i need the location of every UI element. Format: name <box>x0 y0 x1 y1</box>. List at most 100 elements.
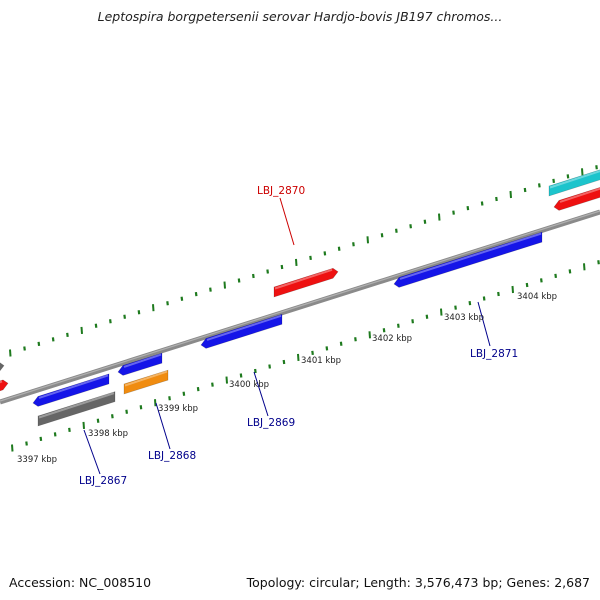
inner-major-tick <box>82 421 85 429</box>
outer-minor-tick <box>66 332 69 338</box>
gene-cyan-right[interactable] <box>548 168 600 197</box>
outer-minor-tick <box>337 246 341 251</box>
leader-lbj-2867 <box>83 429 101 475</box>
inner-minor-tick <box>354 337 357 342</box>
kbp-label-3404: 3404 kbp <box>517 292 557 302</box>
gene-lbj-2871[interactable] <box>393 231 543 288</box>
leader-lbj-2871 <box>477 301 491 347</box>
outer-minor-tick <box>409 224 412 229</box>
inner-minor-tick <box>182 391 186 396</box>
outer-minor-tick <box>194 291 198 297</box>
gene-red-left[interactable] <box>0 379 9 394</box>
inner-tick-track <box>11 260 600 452</box>
kbp-label-3399: 3399 kbp <box>158 404 198 414</box>
leader-lbj-2870 <box>279 197 295 246</box>
outer-tick-track <box>9 165 598 357</box>
outer-minor-tick <box>552 178 555 184</box>
gene-lbj-2870[interactable] <box>273 267 339 298</box>
outer-minor-tick <box>595 165 598 170</box>
inner-minor-tick <box>96 418 100 423</box>
outer-minor-tick <box>51 337 55 342</box>
inner-minor-tick <box>325 346 329 351</box>
kbp-label-3401: 3401 kbp <box>301 356 341 366</box>
leader-lbj-2869 <box>253 371 269 417</box>
inner-minor-tick <box>339 341 343 346</box>
outer-major-tick <box>509 190 512 199</box>
inner-minor-tick <box>468 300 472 306</box>
inner-minor-tick <box>411 319 414 324</box>
inner-minor-tick <box>196 386 200 392</box>
outer-minor-tick <box>123 314 126 319</box>
gene-red-right[interactable] <box>553 186 600 211</box>
gene-labels: LBJ_2867 LBJ_2868 LBJ_2869 LBJ_2870 LBJ_… <box>79 185 518 487</box>
inner-minor-tick <box>382 328 386 333</box>
outer-minor-tick <box>566 174 570 179</box>
outer-minor-tick <box>23 346 26 351</box>
inner-minor-tick <box>68 427 71 433</box>
inner-minor-tick <box>454 305 457 310</box>
outer-minor-tick <box>466 205 470 211</box>
inner-minor-tick <box>482 296 486 301</box>
inner-minor-tick <box>311 350 314 356</box>
inner-minor-tick <box>139 405 143 410</box>
gene-blue-3400[interactable] <box>200 313 283 349</box>
inner-minor-tick <box>211 382 214 387</box>
inner-minor-tick <box>497 291 500 297</box>
inner-major-tick <box>511 285 514 294</box>
outer-minor-tick <box>480 201 484 206</box>
outer-minor-tick <box>380 233 384 238</box>
gene-blue-3399[interactable] <box>117 352 163 376</box>
outer-minor-tick <box>237 278 241 283</box>
inner-minor-tick <box>282 359 286 365</box>
outer-minor-tick <box>266 269 269 274</box>
outer-major-tick <box>581 168 584 176</box>
inner-major-tick <box>583 263 586 271</box>
outer-minor-tick <box>94 323 98 328</box>
gene-lbj-2868[interactable] <box>123 369 169 395</box>
inner-minor-tick <box>25 441 28 446</box>
inner-minor-tick <box>597 260 600 265</box>
gene-label-lbj-2870: LBJ_2870 <box>257 185 305 197</box>
kbp-label-3398: 3398 kbp <box>88 429 128 439</box>
backbone-highlight <box>0 210 600 402</box>
outer-minor-tick <box>109 319 112 324</box>
inner-minor-tick <box>111 414 114 419</box>
outer-minor-tick <box>323 251 327 256</box>
outer-major-tick <box>9 349 12 357</box>
inner-minor-tick <box>168 396 171 401</box>
gene-label-lbj-2869: LBJ_2869 <box>247 417 295 429</box>
gene-features <box>0 168 600 427</box>
outer-minor-tick <box>538 183 541 188</box>
inner-minor-tick <box>397 323 400 328</box>
outer-minor-tick <box>209 287 212 292</box>
accession-text: Accession: NC_008510 <box>9 575 152 590</box>
gene-lbj-2867[interactable] <box>37 391 116 427</box>
outer-major-tick <box>80 326 83 334</box>
inner-minor-tick <box>554 273 557 279</box>
kbp-label-3402: 3402 kbp <box>372 334 412 344</box>
outer-minor-tick <box>352 242 355 247</box>
label-leaders <box>83 197 491 475</box>
gene-label-lbj-2868: LBJ_2868 <box>148 450 196 462</box>
inner-minor-tick <box>525 282 529 288</box>
outer-minor-tick <box>280 264 284 270</box>
gene-blue-3397[interactable] <box>32 373 110 407</box>
gene-label-lbj-2871: LBJ_2871 <box>470 348 518 360</box>
inner-minor-tick <box>53 432 57 437</box>
outer-major-tick <box>438 213 441 221</box>
kbp-label-3397: 3397 kbp <box>17 455 57 465</box>
inner-major-tick <box>440 308 443 316</box>
inner-minor-tick <box>540 278 543 283</box>
outer-major-tick <box>295 258 298 266</box>
outer-major-tick <box>152 304 155 312</box>
inner-minor-tick <box>239 373 243 378</box>
outer-major-tick <box>223 281 226 289</box>
outer-minor-tick <box>180 296 184 301</box>
kbp-labels: 3397 kbp 3398 kbp 3399 kbp 3400 kbp 3401… <box>17 292 557 465</box>
outer-minor-tick <box>423 219 427 224</box>
inner-minor-tick <box>39 436 43 442</box>
outer-minor-tick <box>495 196 498 202</box>
outer-minor-tick <box>166 301 169 306</box>
gene-gray-left[interactable] <box>0 362 5 375</box>
